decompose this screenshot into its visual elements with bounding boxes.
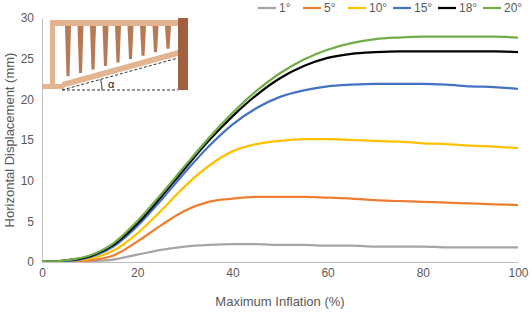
series-line: [42, 37, 518, 262]
inset-finger: [128, 26, 134, 59]
legend: 1° 5° 10° 15° 18° 20°: [258, 1, 522, 15]
legend-label: 18°: [459, 1, 477, 15]
tick: 40: [226, 262, 240, 280]
inset-finger: [103, 26, 109, 66]
annotation: α: [108, 78, 115, 90]
legend-label: 15°: [414, 1, 432, 15]
tick: 10: [21, 174, 42, 188]
tick: 20: [131, 262, 145, 280]
legend-swatch: [303, 7, 321, 9]
legend-item: 5°: [303, 1, 336, 15]
legend-swatch: [348, 7, 366, 9]
tick-label: 0: [27, 255, 34, 269]
tick: 30: [21, 11, 42, 25]
tick: 25: [21, 52, 42, 66]
tick-label: 0: [39, 266, 46, 280]
tick: 0: [39, 262, 46, 280]
tick-label: 40: [226, 266, 240, 280]
legend-label: 1°: [279, 1, 291, 15]
inset-finger: [78, 26, 84, 73]
tick-label: 20: [21, 93, 35, 107]
legend-item: 18°: [438, 1, 477, 15]
tick: 80: [417, 262, 431, 280]
legend-item: 20°: [483, 1, 522, 15]
inset-diagram: α: [42, 18, 188, 90]
axis-line: [42, 19, 43, 263]
series-line: [42, 84, 518, 262]
tick-label: 20: [131, 266, 145, 280]
legend-label: 5°: [324, 1, 336, 15]
inset-inlet: [42, 84, 64, 89]
tick-label: 60: [321, 266, 335, 280]
inset-finger: [140, 26, 146, 56]
tick: 15: [21, 133, 42, 147]
inset-end: [178, 18, 188, 90]
tick-label: 100: [508, 266, 528, 280]
inset-finger: [115, 26, 121, 63]
tick-label: 25: [21, 52, 35, 66]
inset-finger: [153, 26, 159, 52]
legend-label: 20°: [504, 1, 522, 15]
legend-swatch: [258, 7, 276, 9]
inset-finger: [90, 26, 96, 69]
inset-finger: [65, 26, 71, 76]
tick: 20: [21, 93, 42, 107]
plot-area: [42, 37, 518, 262]
legend-item: 1°: [258, 1, 291, 15]
y-axis: 0 5 10 15 20 25 30: [21, 11, 43, 269]
legend-swatch: [483, 7, 501, 9]
legend-label: 10°: [369, 1, 387, 15]
tick: 100: [508, 262, 528, 280]
x-axis-title: Maximum Inflation (%): [215, 294, 344, 309]
tick-label: 5: [27, 215, 34, 229]
y-axis-title: Horizontal Displacement (mm): [2, 53, 17, 228]
tick-label: 30: [21, 11, 35, 25]
inset-top: [50, 20, 180, 26]
series-line: [42, 51, 518, 262]
axis-line: [43, 262, 519, 263]
legend-item: 15°: [393, 1, 432, 15]
tick-label: 10: [21, 174, 35, 188]
legend-swatch: [438, 7, 456, 9]
tick: 5: [27, 215, 42, 229]
inset-dashed: [62, 90, 178, 91]
x-axis: 0 20 40 60 80 100: [39, 262, 529, 280]
inset-arc: [101, 80, 102, 91]
legend-item: 10°: [348, 1, 387, 15]
tick: 0: [27, 255, 42, 269]
inset-dashed: [62, 58, 178, 90]
legend-swatch: [393, 7, 411, 9]
inset-finger: [165, 26, 171, 49]
tick-label: 80: [417, 266, 431, 280]
tick: 60: [321, 262, 335, 280]
inset-wall: [50, 20, 55, 84]
chart: 0 20 40 60 80 100 0 5 10 15 20 25 30 Maximum Inflatio…: [0, 0, 532, 332]
series-line: [42, 197, 518, 262]
tick-label: 15: [21, 133, 35, 147]
